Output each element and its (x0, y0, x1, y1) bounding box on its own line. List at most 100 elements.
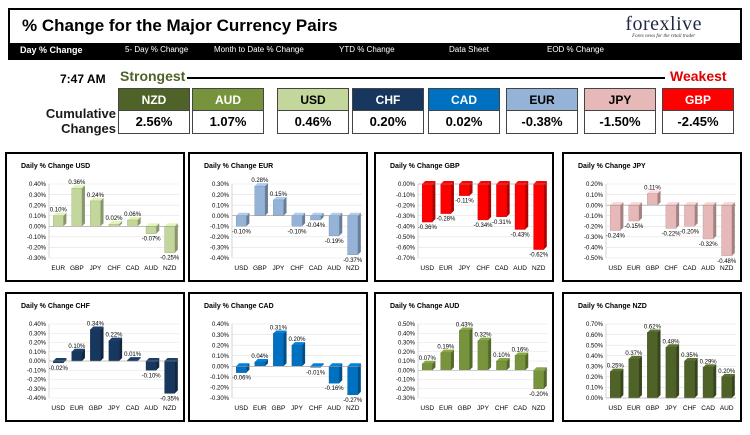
bar-top (127, 216, 141, 220)
bar-jpy (459, 183, 470, 196)
currency-box-nzd: NZD 2.56% (118, 88, 190, 134)
currency-cumulative-value: -2.45% (662, 111, 734, 134)
y-tick-label: -0.40% (27, 396, 47, 402)
bar-jpy (108, 340, 120, 362)
bar-top (146, 223, 160, 227)
bar-side (620, 202, 624, 231)
tab-5day-change[interactable]: 5- Day % Change (125, 45, 189, 54)
bar-chf (108, 223, 120, 227)
currency-cumulative-value: 0.46% (277, 111, 349, 134)
tab-ytd-change[interactable]: YTD % Change (339, 45, 395, 54)
x-category-label: JPY (458, 265, 471, 272)
chart-cad: Daily % Change CAD 0.40% 0.30% 0.20% 0.10% 0.… (204, 303, 363, 412)
bar-usd (235, 215, 247, 227)
cumulative-label-line1: Cumulative (45, 106, 116, 121)
bar-top (721, 373, 735, 377)
bar-nzd (347, 215, 359, 256)
data-label: 0.16% (512, 347, 530, 353)
data-label: -0.01% (306, 370, 326, 376)
weakest-label: Weakest (670, 68, 727, 84)
bar-usd (421, 183, 433, 223)
bar-top (273, 330, 287, 334)
currency-box-gbp: GBP -2.45% (662, 88, 734, 134)
bar-gbp (459, 330, 470, 371)
y-tick-label: 0.10% (586, 386, 604, 392)
tab-month-to-date-change[interactable]: Month to Date % Change (214, 45, 304, 54)
bar-top (477, 337, 492, 341)
bar-top (329, 212, 343, 216)
data-label: -0.31% (492, 220, 512, 226)
data-label: -0.28% (436, 217, 456, 223)
bar-top (477, 181, 492, 184)
bar-side (506, 181, 510, 217)
bar-side (81, 185, 85, 227)
x-category-label: USD (420, 405, 434, 412)
bar-top (440, 181, 454, 184)
y-tick-label: -0.20% (396, 203, 416, 209)
x-category-label: CAD (513, 405, 527, 412)
tab-eod-change[interactable]: EOD % Change (547, 45, 604, 54)
bar-cad (496, 183, 507, 217)
bar-side (657, 190, 661, 206)
bar-jpy (665, 347, 677, 399)
x-category-label: EUR (70, 405, 84, 412)
bar-side (506, 358, 510, 371)
cumulative-changes-label: Cumulative Changes (20, 106, 116, 136)
bar-top (310, 363, 324, 367)
bar-side (174, 223, 178, 253)
bar-top (628, 355, 642, 359)
bar-nzd (533, 183, 545, 250)
x-category-label: USD (234, 265, 248, 272)
x-category-label: EUR (253, 405, 267, 412)
x-category-label: CAD (683, 265, 697, 272)
currency-box-jpy: JPY -1.50% (584, 88, 656, 134)
x-category-label: USD (420, 265, 434, 272)
bar-side (676, 344, 680, 398)
data-label: 0.11% (644, 186, 661, 192)
y-tick-label: -0.10% (584, 214, 604, 220)
tab-day-change[interactable]: Day % Change (20, 45, 83, 55)
y-tick-label: 0.40% (586, 354, 604, 360)
data-label: 0.31% (270, 326, 288, 332)
x-category-label: NZD (163, 265, 177, 272)
bar-gbp (647, 193, 658, 206)
x-category-label: JPY (272, 265, 285, 272)
data-label: 0.37% (625, 351, 643, 357)
x-category-label: AUD (327, 265, 341, 272)
x-category-label: GBP (253, 265, 267, 272)
bar-top (108, 337, 123, 341)
bar-side (283, 330, 287, 367)
bar-top (665, 344, 680, 348)
bar-side (543, 367, 547, 389)
bar-chf (665, 204, 677, 229)
data-label: 0.36% (68, 180, 86, 186)
strength-scale-line (187, 77, 665, 79)
y-tick-label: 0.20% (586, 182, 604, 188)
x-category-label: EUR (51, 265, 65, 272)
y-tick-label: 0.10% (586, 193, 604, 199)
tab-data-sheet[interactable]: Data Sheet (449, 45, 490, 54)
y-tick-label: 0.20% (398, 350, 416, 356)
bar-eur (440, 183, 452, 214)
x-category-label: CHF (290, 265, 303, 272)
bar-top (71, 185, 85, 189)
y-tick-label: 0.30% (586, 364, 604, 370)
bar-side (302, 342, 306, 367)
bar-jpy (90, 200, 101, 227)
data-label: -0.16% (325, 386, 345, 392)
bar-side (525, 181, 529, 230)
data-label: 0.04% (251, 354, 269, 360)
bar-top (703, 202, 717, 206)
x-category-label: GBP (458, 405, 472, 412)
bar-top (291, 212, 306, 216)
bar-top (90, 197, 104, 201)
data-label: -0.15% (624, 224, 644, 230)
y-tick-label: -0.30% (210, 246, 230, 252)
cumulative-label-line2: Changes (61, 121, 116, 136)
bar-side (713, 364, 717, 398)
y-tick-label: -0.30% (584, 235, 604, 241)
y-tick-label: -0.40% (584, 246, 604, 252)
bar-nzd (533, 370, 545, 389)
bar-side (525, 352, 529, 371)
data-label: -0.37% (343, 258, 363, 264)
